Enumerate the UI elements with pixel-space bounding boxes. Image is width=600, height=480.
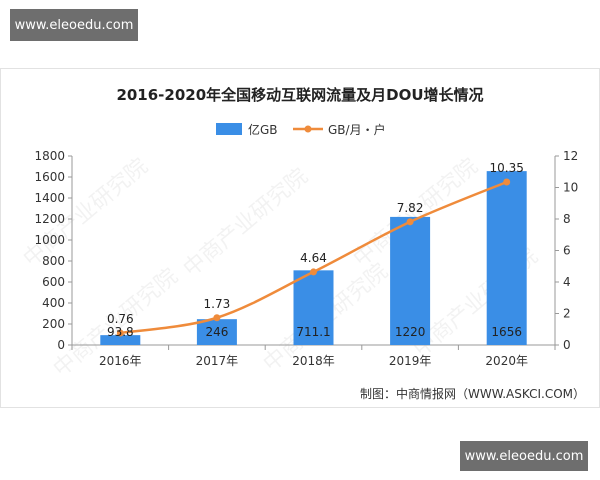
y2-tick-label: 2 bbox=[563, 307, 571, 321]
y2-tick-label: 8 bbox=[563, 212, 571, 226]
y2-tick-label: 0 bbox=[563, 338, 571, 352]
line-series bbox=[116, 178, 511, 337]
y-tick-label: 1200 bbox=[34, 212, 65, 226]
y-tick-label: 1600 bbox=[34, 170, 65, 184]
bar-value-label: 1220 bbox=[395, 325, 426, 339]
watermark-top: www.eleoedu.com bbox=[10, 9, 138, 41]
watermark-bottom: www.eleoedu.com bbox=[460, 441, 588, 471]
x-tick-label: 2017年 bbox=[196, 354, 239, 368]
line-value-label: 10.35 bbox=[490, 161, 524, 175]
source-note: 制图：中商情报网（WWW.ASKCI.COM） bbox=[360, 386, 585, 401]
chart-title: 2016-2020年全国移动互联网流量及月DOU增长情况 bbox=[116, 86, 483, 104]
legend-line-label: GB/月・户 bbox=[328, 122, 386, 137]
bar bbox=[100, 335, 141, 345]
x-tick-label: 2020年 bbox=[485, 354, 528, 368]
bar-value-label: 711.1 bbox=[296, 325, 330, 339]
line-value-label: 1.73 bbox=[204, 297, 231, 311]
line-point bbox=[310, 268, 317, 276]
bar-series bbox=[100, 171, 527, 345]
bar-value-label: 246 bbox=[205, 325, 228, 339]
x-tick-label: 2016年 bbox=[99, 354, 142, 368]
line-point bbox=[116, 329, 124, 337]
y-tick-label: 200 bbox=[42, 317, 65, 331]
x-tick-label: 2018年 bbox=[292, 354, 335, 368]
x-tick-label: 2019年 bbox=[389, 354, 432, 368]
y2-tick-label: 6 bbox=[563, 244, 571, 258]
legend-line-marker bbox=[304, 125, 312, 133]
data-labels: 93.8 246 711.1 1220 1656 0.76 1.73 4.64 7.82 10.3… bbox=[107, 161, 524, 339]
line-value-label: 7.82 bbox=[397, 201, 424, 215]
line-value-label: 4.64 bbox=[300, 251, 327, 265]
bar-value-label: 93.8 bbox=[107, 325, 134, 339]
y-tick-label: 1800 bbox=[34, 149, 65, 163]
line-value-label: 0.76 bbox=[107, 312, 134, 326]
bar bbox=[390, 216, 431, 345]
y2-tick-label: 10 bbox=[563, 181, 578, 195]
legend: 亿GB GB/月・户 bbox=[216, 122, 386, 137]
chart: 中商产业研究院中商产业研究院中商产业研究院中商产业研究院中商产业研究院中商产业研… bbox=[0, 68, 600, 408]
chart-svg: 中商产业研究院中商产业研究院中商产业研究院中商产业研究院中商产业研究院中商产业研… bbox=[0, 68, 600, 408]
y-tick-label: 600 bbox=[42, 275, 65, 289]
axes: 0200400600800100012001400160018000246810… bbox=[34, 149, 578, 368]
y-tick-label: 1400 bbox=[34, 191, 65, 205]
line-point bbox=[503, 178, 511, 186]
legend-bar-swatch bbox=[216, 123, 242, 135]
y2-tick-label: 12 bbox=[563, 149, 578, 163]
y-tick-label: 0 bbox=[57, 338, 65, 352]
bar bbox=[293, 270, 334, 345]
bar bbox=[196, 319, 237, 345]
bar bbox=[486, 171, 527, 345]
y-tick-label: 800 bbox=[42, 254, 65, 268]
bar-value-label: 1656 bbox=[491, 325, 522, 339]
line-point bbox=[213, 314, 221, 322]
y2-tick-label: 4 bbox=[563, 275, 571, 289]
legend-bar-label: 亿GB bbox=[248, 122, 278, 137]
line-point bbox=[406, 218, 414, 226]
y-tick-label: 400 bbox=[42, 296, 65, 310]
y-tick-label: 1000 bbox=[34, 233, 65, 247]
